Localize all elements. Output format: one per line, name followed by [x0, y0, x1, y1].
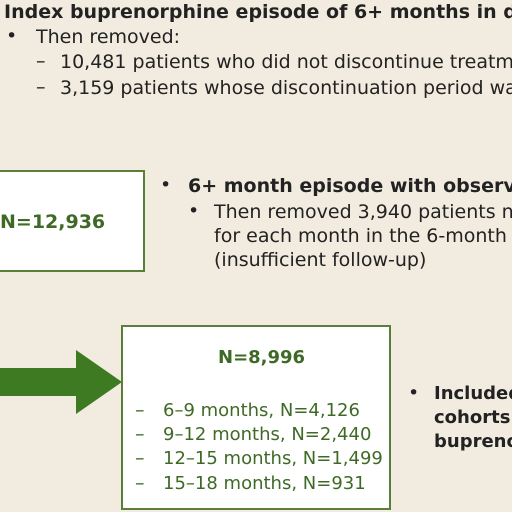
bullet-icon: • — [408, 382, 420, 404]
cohort-box-12936: N=12,936 — [0, 170, 145, 272]
dash-icon: – — [135, 472, 145, 494]
dash-icon: – — [36, 50, 46, 72]
removed-item: 10,481 patients who did not discontinue … — [60, 51, 512, 73]
duration-cohort: 9–12 months, N=2,440 — [163, 424, 372, 445]
cohort-box-8996: N=8,996 – 6–9 months, N=4,126 – 9–12 mon… — [121, 325, 391, 510]
bullet-icon: • — [6, 25, 18, 47]
dash-icon: – — [135, 423, 145, 445]
removed-line: for each month in the 6-month d — [214, 225, 512, 247]
right-arrow-icon — [0, 350, 122, 414]
cohort-count: N=8,996 — [218, 347, 306, 368]
duration-cohort: 6–9 months, N=4,126 — [163, 400, 360, 421]
duration-cohort: 15–18 months, N=931 — [163, 473, 366, 494]
bullet-icon: • — [188, 200, 200, 222]
removed-line: (insufficient follow-up) — [214, 249, 427, 271]
index-episode-title: Index buprenorphine episode of 6+ months… — [4, 1, 512, 23]
dash-icon: – — [36, 76, 46, 98]
included-cohorts-line: Included — [434, 383, 512, 404]
cohort-count: N=12,936 — [0, 211, 106, 233]
bullet-icon: • — [160, 174, 172, 196]
duration-cohort: 12–15 months, N=1,499 — [163, 448, 383, 469]
included-cohorts-line: cohorts — [434, 407, 511, 428]
dash-icon: – — [135, 399, 145, 421]
included-cohorts-line: bupreno — [434, 431, 512, 452]
dash-icon: – — [135, 447, 145, 469]
observable-episode-title: 6+ month episode with observable — [188, 175, 512, 197]
removed-label: Then removed: — [36, 26, 181, 48]
removed-line: Then removed 3,940 patients not — [214, 201, 512, 223]
removed-item: 3,159 patients whose discontinuation per… — [60, 77, 512, 99]
